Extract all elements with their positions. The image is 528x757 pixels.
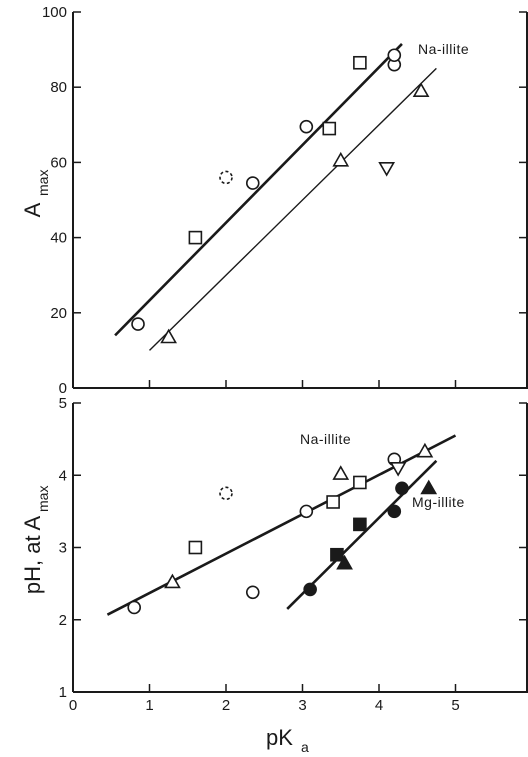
top-point-triangle-down-open xyxy=(378,161,396,177)
bottom-xtick-label: 2 xyxy=(222,697,230,714)
bottom-point-circle-open xyxy=(127,600,141,615)
top-point-circle-dashed xyxy=(219,170,233,185)
x-axis-title-sub: a xyxy=(301,739,309,755)
top-y-axis-title-sub: max xyxy=(35,170,51,196)
top-ytick-label: 100 xyxy=(42,4,67,21)
bottom-ytick-label: 3 xyxy=(59,540,67,557)
bottom-point-circle-filled xyxy=(395,481,409,496)
top-point-circle-open xyxy=(387,48,402,63)
top-point-triangle-up-open xyxy=(412,82,430,98)
top-ytick-label: 80 xyxy=(50,79,67,96)
bottom-xtick-label: 0 xyxy=(69,697,77,714)
bottom-point-square-open xyxy=(326,495,340,509)
top-point-triangle-up-open xyxy=(332,151,350,167)
bottom-ytick-label: 5 xyxy=(59,395,67,412)
bottom-point-square-filled xyxy=(353,517,367,532)
bottom-y-axis-title-sub: max xyxy=(35,486,51,512)
bottom-point-square-open xyxy=(188,540,203,555)
top-ytick-label: 0 xyxy=(59,380,67,397)
top-point-square-open xyxy=(322,121,337,136)
top-point-square-open xyxy=(353,55,367,70)
top-ytick-label: 40 xyxy=(50,230,67,247)
bottom-point-square-filled xyxy=(330,547,344,562)
mg-illite-label: Mg-illite xyxy=(412,494,465,510)
top-fit-line-2 xyxy=(149,67,437,351)
x-axis-title-main: pK xyxy=(266,725,293,750)
bottom-point-circle-open xyxy=(299,504,314,519)
bottom-xtick-label: 5 xyxy=(451,697,459,714)
bottom-point-triangle-up-open xyxy=(332,465,350,480)
bottom-y-axis-title-main: pH, at A xyxy=(20,516,45,595)
top-point-circle-open xyxy=(299,119,314,134)
bottom-point-triangle-up-filled xyxy=(336,554,353,570)
na-illite-label-bottom: Na-illite xyxy=(300,431,351,447)
bottom-point-triangle-down-open xyxy=(389,461,407,477)
bottom-point-circle-dashed xyxy=(219,486,233,501)
na-illite-label-top: Na-illite xyxy=(418,41,469,57)
bottom-xtick-label: 4 xyxy=(375,697,383,714)
bottom-point-circle-open xyxy=(245,585,260,600)
top-ytick-label: 60 xyxy=(50,154,67,171)
top-point-circle-open xyxy=(245,176,260,190)
bottom-point-square-open xyxy=(353,475,367,490)
top-y-axis-title-main: A xyxy=(20,202,45,217)
top-fit-line-1 xyxy=(114,43,403,337)
bottom-ytick-label: 1 xyxy=(59,684,67,701)
top-panel: 0 20 40 60 80 100 xyxy=(42,4,528,397)
bottom-ytick-label: 4 xyxy=(59,467,67,484)
top-point-triangle-up-open xyxy=(160,328,178,344)
bottom-point-triangle-up-open xyxy=(416,442,434,458)
top-point-square-open xyxy=(188,230,203,245)
bottom-point-triangle-up-open xyxy=(164,573,181,589)
bottom-y-axis-title: pH, at A max xyxy=(20,486,51,595)
bottom-xtick-label: 3 xyxy=(298,697,306,714)
top-y-axis-title: A max xyxy=(20,170,51,218)
bottom-ytick-label: 2 xyxy=(59,612,67,629)
top-point-circle-open xyxy=(131,317,145,331)
bottom-point-circle-filled xyxy=(303,582,317,597)
bottom-xtick-label: 1 xyxy=(145,697,153,714)
bottom-point-triangle-up-filled xyxy=(420,479,438,495)
top-ytick-label: 20 xyxy=(50,305,67,322)
bottom-point-circle-filled xyxy=(387,504,402,519)
